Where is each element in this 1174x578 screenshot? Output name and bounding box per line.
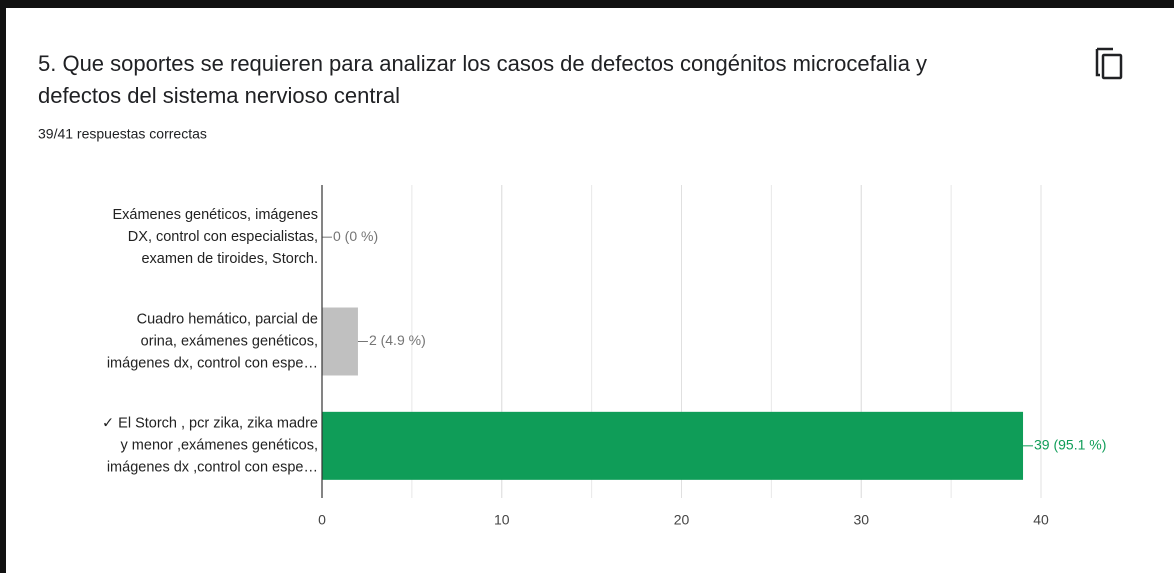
x-tick-label: 40	[1033, 512, 1049, 528]
copy-icon-front	[1101, 53, 1123, 80]
bar	[322, 411, 1024, 480]
y-tick-label: examen de tiroides, Storch.	[141, 251, 318, 267]
y-tick-label: orina, exámenes genéticos,	[141, 333, 318, 349]
y-tick-label: Exámenes genéticos, imágenes	[112, 207, 318, 223]
bar	[322, 307, 358, 376]
x-tick-label: 30	[853, 512, 869, 528]
y-tick-label: y menor ,exámenes genéticos,	[121, 438, 318, 454]
top-border	[0, 0, 1174, 8]
y-tick-label: Cuadro hemático, parcial de	[137, 311, 318, 327]
value-label: 39 (95.1 %)	[1034, 437, 1106, 453]
chart-title: 5. Que soportes se requieren para analiz…	[38, 51, 927, 76]
copy-icon-back	[1095, 49, 1100, 77]
y-tick-label: imágenes dx, control con espe…	[107, 355, 318, 371]
y-tick-label: imágenes dx ,control con espe…	[107, 460, 318, 476]
x-tick-label: 20	[674, 512, 690, 528]
y-tick-label: DX, control con especialistas,	[128, 229, 318, 245]
chart-title: defectos del sistema nervioso central	[38, 83, 400, 108]
copy-icon[interactable]	[1095, 47, 1123, 80]
left-border	[0, 0, 6, 573]
x-tick-label: 0	[318, 512, 326, 528]
x-tick-label: 10	[494, 512, 510, 528]
y-tick-label: ✓ El Storch , pcr zika, zika madre	[102, 416, 318, 432]
chart-subtitle: 39/41 respuestas correctas	[38, 126, 207, 142]
value-label: 0 (0 %)	[333, 228, 378, 244]
value-label: 2 (4.9 %)	[369, 332, 426, 348]
